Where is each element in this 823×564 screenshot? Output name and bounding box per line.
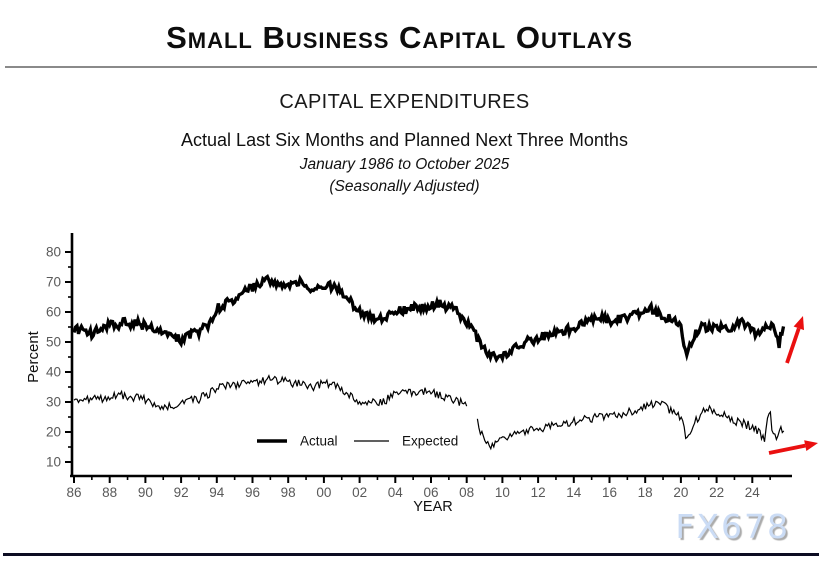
actual-trend-arrow-shaft bbox=[785, 327, 801, 364]
legend-expected-label: Expected bbox=[402, 434, 458, 449]
x-tick-label: 90 bbox=[138, 485, 153, 500]
x-tick-label: 12 bbox=[531, 485, 546, 500]
y-tick-label: 30 bbox=[46, 395, 61, 410]
y-tick-label: 20 bbox=[46, 425, 61, 440]
series-actual-line bbox=[72, 274, 786, 364]
y-tick-label: 10 bbox=[46, 455, 61, 470]
series-expected-line bbox=[73, 374, 468, 412]
page-title: Small Business Capital Outlays bbox=[166, 20, 633, 55]
y-tick-label: 50 bbox=[46, 335, 61, 350]
x-tick-label: 02 bbox=[352, 485, 367, 500]
legend-actual-label: Actual bbox=[300, 434, 338, 449]
x-tick-label: 14 bbox=[566, 485, 582, 500]
x-tick-label: 00 bbox=[316, 485, 331, 500]
chart-subtitle: Actual Last Six Months and Planned Next … bbox=[181, 130, 628, 150]
x-tick-label: 20 bbox=[673, 485, 688, 500]
x-axis-title: YEAR bbox=[413, 499, 453, 515]
x-tick-label: 18 bbox=[638, 485, 653, 500]
title-divider bbox=[5, 66, 817, 68]
y-tick-label: 80 bbox=[46, 245, 61, 260]
x-tick-label: 92 bbox=[174, 485, 189, 500]
expected-trend-arrow-shaft bbox=[768, 443, 806, 455]
y-tick-label: 60 bbox=[46, 305, 61, 320]
x-tick-label: 98 bbox=[281, 485, 296, 500]
x-tick-label: 24 bbox=[745, 485, 761, 500]
x-tick-label: 96 bbox=[245, 485, 260, 500]
y-tick-label: 70 bbox=[46, 275, 61, 290]
x-tick-label: 04 bbox=[388, 485, 404, 500]
chart-title: CAPITAL EXPENDITURES bbox=[279, 91, 530, 113]
expected-trend-arrow-head bbox=[804, 440, 818, 451]
x-tick-label: 22 bbox=[709, 485, 724, 500]
x-tick-label: 10 bbox=[495, 485, 510, 500]
actual-trend-arrow-head bbox=[793, 316, 805, 331]
y-tick-label: 40 bbox=[46, 365, 61, 380]
x-tick-label: 08 bbox=[459, 485, 474, 500]
x-tick-label: 86 bbox=[66, 485, 81, 500]
watermark: FX678 bbox=[675, 507, 790, 546]
bottom-divider bbox=[3, 553, 819, 556]
x-tick-label: 94 bbox=[209, 485, 225, 500]
y-axis-title: Percent bbox=[25, 330, 42, 383]
series-expected-line bbox=[476, 399, 785, 451]
chart-date-range: January 1986 to October 2025 bbox=[299, 156, 510, 173]
chart-adjustment-note: (Seasonally Adjusted) bbox=[329, 178, 480, 195]
x-tick-label: 88 bbox=[102, 485, 117, 500]
x-tick-label: 16 bbox=[602, 485, 617, 500]
x-tick-label: 06 bbox=[423, 485, 438, 500]
